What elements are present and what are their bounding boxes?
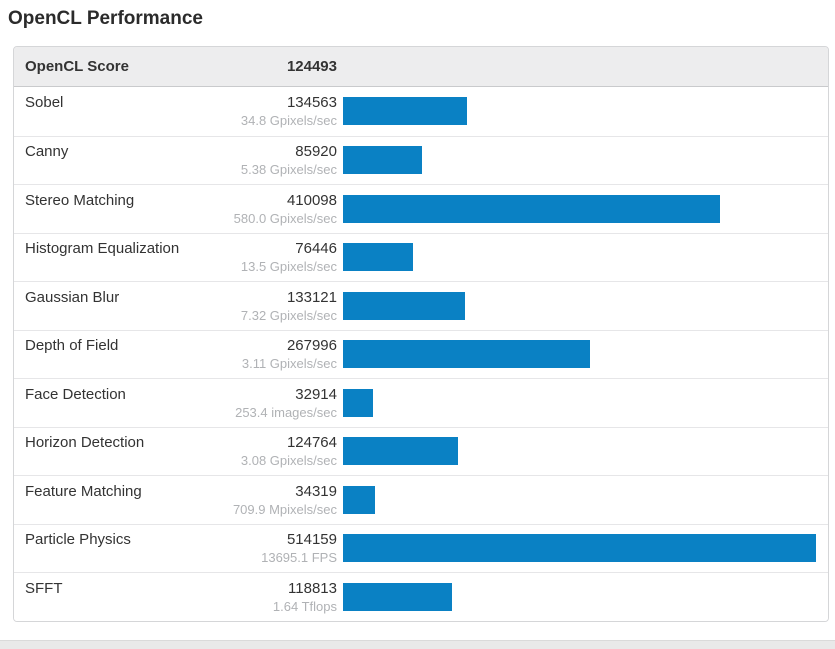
benchmark-meta: Histogram Equalization 76446 13.5 Gpixels/… xyxy=(25,239,337,275)
benchmark-scoreblock: 514159 13695.1 FPS xyxy=(261,530,337,566)
opencl-benchmark-table: OpenCL Score 124493 Sobel 134563 34.8 Gpix… xyxy=(13,46,829,622)
benchmark-row: Feature Matching 34319 709.9 Mpixels/sec xyxy=(14,475,828,524)
overall-score-row: OpenCL Score 124493 xyxy=(14,47,828,87)
score-bar-track xyxy=(343,582,816,611)
benchmark-rate: 13695.1 FPS xyxy=(261,550,337,566)
score-bar-track xyxy=(343,534,816,563)
benchmark-meta: Stereo Matching 410098 580.0 Gpixels/sec xyxy=(25,191,337,227)
benchmark-scoreblock: 34319 709.9 Mpixels/sec xyxy=(233,482,337,518)
page-background-strip xyxy=(0,640,835,649)
benchmark-row: Depth of Field 267996 3.11 Gpixels/sec xyxy=(14,329,828,378)
benchmark-row: Stereo Matching 410098 580.0 Gpixels/sec xyxy=(14,184,828,233)
benchmark-row: Canny 85920 5.38 Gpixels/sec xyxy=(14,135,828,184)
benchmark-meta: Particle Physics 514159 13695.1 FPS xyxy=(25,530,337,566)
benchmark-meta: Canny 85920 5.38 Gpixels/sec xyxy=(25,142,337,178)
benchmark-rate: 3.11 Gpixels/sec xyxy=(241,356,337,372)
benchmark-score: 118813 xyxy=(288,579,337,597)
benchmark-scoreblock: 32914 253.4 images/sec xyxy=(235,385,337,421)
score-bar-track xyxy=(343,485,816,514)
benchmark-row: Face Detection 32914 253.4 images/sec xyxy=(14,378,828,427)
benchmark-name: Sobel xyxy=(25,94,64,112)
benchmark-meta: Depth of Field 267996 3.11 Gpixels/sec xyxy=(25,336,337,372)
benchmark-name: Canny xyxy=(25,143,69,161)
score-bar-track xyxy=(343,97,816,126)
benchmark-name: Particle Physics xyxy=(25,531,131,549)
benchmark-name: Depth of Field xyxy=(25,337,119,355)
benchmark-row: SFFT 118813 1.64 Tflops xyxy=(14,572,828,621)
benchmark-scoreblock: 124764 3.08 Gpixels/sec xyxy=(241,433,337,469)
benchmark-score: 85920 xyxy=(295,143,337,161)
benchmark-score: 133121 xyxy=(286,288,337,306)
benchmark-score: 32914 xyxy=(295,385,337,403)
benchmark-scoreblock: 85920 5.38 Gpixels/sec xyxy=(241,142,337,178)
benchmark-score: 124764 xyxy=(286,434,337,452)
benchmark-name: Feature Matching xyxy=(25,482,142,500)
benchmark-scoreblock: 267996 3.11 Gpixels/sec xyxy=(242,336,337,372)
benchmark-rate: 580.0 Gpixels/sec xyxy=(233,210,337,226)
benchmark-rate: 3.08 Gpixels/sec xyxy=(240,453,337,469)
benchmark-name: Face Detection xyxy=(25,385,126,403)
benchmark-name: Horizon Detection xyxy=(25,434,145,452)
benchmark-rate: 7.32 Gpixels/sec xyxy=(240,307,337,323)
score-bar-track xyxy=(343,388,816,417)
benchmark-row: Gaussian Blur 133121 7.32 Gpixels/sec xyxy=(14,281,828,330)
benchmark-meta: Sobel 134563 34.8 Gpixels/sec xyxy=(25,93,337,129)
benchmark-meta: Horizon Detection 124764 3.08 Gpixels/sec xyxy=(25,433,337,469)
score-bar-track xyxy=(343,146,816,175)
benchmark-meta: SFFT 118813 1.64 Tflops xyxy=(25,579,337,615)
benchmark-score: 267996 xyxy=(286,337,337,355)
overall-score-meta: OpenCL Score 124493 xyxy=(25,58,337,75)
benchmark-name: SFFT xyxy=(25,579,63,597)
benchmark-scoreblock: 118813 1.64 Tflops xyxy=(273,579,337,615)
benchmark-meta: Feature Matching 34319 709.9 Mpixels/sec xyxy=(25,482,337,518)
benchmark-scoreblock: 134563 34.8 Gpixels/sec xyxy=(241,93,337,129)
benchmark-row: Histogram Equalization 76446 13.5 Gpixels/… xyxy=(14,232,828,281)
benchmark-rate: 1.64 Tflops xyxy=(272,598,337,614)
score-bar xyxy=(343,291,466,320)
score-bar xyxy=(343,243,414,272)
benchmark-meta: Gaussian Blur 133121 7.32 Gpixels/sec xyxy=(25,288,337,324)
benchmark-scoreblock: 410098 580.0 Gpixels/sec xyxy=(234,191,337,227)
page-title: OpenCL Performance xyxy=(8,8,203,29)
score-bar-track xyxy=(343,194,816,223)
benchmark-score: 76446 xyxy=(295,240,337,258)
benchmark-score: 34319 xyxy=(295,482,337,500)
score-bar xyxy=(343,485,375,514)
score-bar xyxy=(343,388,374,417)
benchmark-score: 134563 xyxy=(286,94,337,112)
overall-score-value: 124493 xyxy=(286,58,337,75)
benchmark-name: Gaussian Blur xyxy=(25,288,120,306)
benchmark-meta: Face Detection 32914 253.4 images/sec xyxy=(25,385,337,421)
benchmark-rate: 13.5 Gpixels/sec xyxy=(240,259,337,275)
benchmark-row: Particle Physics 514159 13695.1 FPS xyxy=(14,523,828,572)
overall-score-label: OpenCL Score xyxy=(25,58,129,75)
score-bar xyxy=(343,97,467,126)
score-bar xyxy=(343,340,590,369)
benchmark-score: 410098 xyxy=(286,191,337,209)
score-bar-track xyxy=(343,243,816,272)
score-bar-track xyxy=(343,291,816,320)
score-bar-track xyxy=(343,437,816,466)
benchmark-name: Stereo Matching xyxy=(25,191,135,209)
benchmark-rows: Sobel 134563 34.8 Gpixels/sec Canny 85920 5.3… xyxy=(14,87,828,621)
benchmark-rate: 709.9 Mpixels/sec xyxy=(232,501,337,517)
score-bar xyxy=(343,146,423,175)
score-bar xyxy=(343,534,816,563)
benchmark-row: Sobel 134563 34.8 Gpixels/sec xyxy=(14,87,828,136)
score-bar xyxy=(343,437,458,466)
benchmark-name: Histogram Equalization xyxy=(25,240,180,258)
benchmark-row: Horizon Detection 124764 3.08 Gpixels/sec xyxy=(14,426,828,475)
benchmark-rate: 5.38 Gpixels/sec xyxy=(240,162,337,178)
benchmark-score: 514159 xyxy=(286,531,337,549)
benchmark-rate: 253.4 images/sec xyxy=(235,404,337,420)
benchmark-rate: 34.8 Gpixels/sec xyxy=(240,113,337,129)
benchmark-scoreblock: 133121 7.32 Gpixels/sec xyxy=(241,288,337,324)
score-bar xyxy=(343,582,453,611)
benchmark-scoreblock: 76446 13.5 Gpixels/sec xyxy=(241,239,337,275)
score-bar xyxy=(343,194,721,223)
score-bar-track xyxy=(343,340,816,369)
